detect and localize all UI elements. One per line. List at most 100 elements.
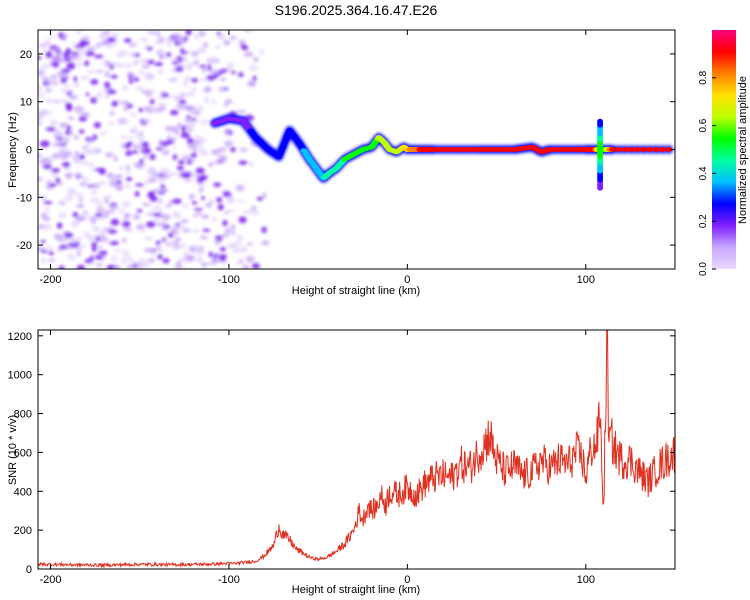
noise-blob	[192, 174, 201, 178]
noise-blob	[135, 131, 141, 135]
noise-blob	[140, 226, 145, 233]
noise-blob	[84, 50, 95, 57]
noise-blob	[189, 194, 194, 201]
noise-blob	[246, 242, 254, 246]
noise-blob	[172, 198, 182, 204]
noise-blob	[176, 64, 185, 68]
snr-y-tick-label: 800	[14, 409, 32, 421]
noise-blob	[81, 111, 91, 118]
noise-blob	[67, 187, 76, 194]
noise-blob	[180, 92, 188, 98]
noise-blob	[160, 184, 166, 190]
noise-blob	[50, 74, 58, 79]
noise-blob	[215, 238, 220, 246]
noise-blob	[64, 194, 74, 202]
noise-blob	[168, 171, 178, 177]
noise-blob	[126, 164, 131, 172]
noise-blob	[94, 168, 105, 172]
noise-blob	[67, 116, 75, 121]
noise-blob	[66, 125, 72, 132]
noise-blob	[99, 180, 107, 185]
noise-blob	[52, 99, 62, 104]
noise-blob	[230, 147, 236, 153]
noise-blob	[91, 245, 97, 252]
noise-blob	[119, 208, 126, 214]
noise-blob	[180, 132, 191, 139]
noise-blob	[131, 126, 138, 134]
noise-blob	[90, 79, 99, 85]
noise-blob	[177, 258, 186, 263]
noise-blob	[38, 112, 47, 116]
noise-blob	[177, 159, 185, 165]
noise-blob	[116, 62, 125, 69]
noise-blob	[193, 33, 199, 40]
noise-blob	[44, 88, 53, 92]
noise-blob	[165, 242, 172, 247]
noise-blob	[96, 263, 103, 267]
noise-blob	[222, 39, 230, 46]
ridge-point	[634, 147, 641, 152]
noise-blob	[193, 213, 198, 218]
noise-blob	[230, 224, 236, 231]
noise-blob	[152, 212, 163, 217]
noise-blob	[111, 32, 119, 39]
noise-blob	[147, 47, 153, 51]
noise-blob	[49, 183, 57, 188]
noise-blob	[178, 171, 183, 179]
noise-blob	[172, 145, 177, 150]
noise-blob	[133, 77, 140, 82]
noise-blob	[236, 234, 244, 242]
noise-blob	[161, 102, 167, 107]
noise-blob	[38, 121, 43, 126]
noise-blob	[155, 147, 164, 151]
noise-blob	[175, 103, 185, 110]
noise-blob	[81, 160, 89, 166]
noise-blob	[99, 233, 106, 237]
noise-blob	[79, 154, 85, 160]
noise-blob	[145, 212, 153, 217]
noise-blob	[58, 212, 67, 218]
noise-blob	[55, 50, 64, 58]
noise-blob	[176, 38, 187, 45]
colorbar-gradient	[712, 30, 736, 269]
noise-blob	[201, 119, 208, 126]
noise-blob	[157, 222, 168, 227]
snr-y-tick-label: 400	[14, 486, 32, 498]
noise-blob	[171, 228, 179, 235]
noise-blob	[38, 85, 43, 93]
colorbar: 0.0 0.2 0.4 0.6 0.8 Normalized spectral ampl…	[698, 30, 749, 276]
spectrogram-noise	[38, 30, 271, 269]
noise-blob	[42, 216, 51, 222]
noise-blob	[111, 254, 117, 262]
noise-blob	[184, 179, 192, 183]
noise-blob	[45, 127, 56, 132]
noise-blob	[226, 196, 232, 204]
noise-blob	[203, 96, 210, 103]
spectrogram-x-tick-label: 0	[404, 274, 410, 286]
noise-blob	[161, 93, 169, 98]
noise-blob	[238, 160, 248, 165]
noise-blob	[86, 140, 91, 147]
noise-blob	[104, 71, 111, 78]
noise-blob	[94, 181, 100, 187]
noise-blob	[224, 140, 233, 148]
noise-blob	[155, 245, 161, 251]
noise-blob	[107, 229, 118, 234]
noise-blob	[157, 177, 165, 184]
noise-blob	[161, 236, 167, 242]
ridge-point	[609, 147, 616, 152]
noise-blob	[71, 157, 80, 161]
noise-blob	[91, 241, 97, 247]
noise-blob	[229, 35, 237, 41]
noise-blob	[57, 200, 67, 205]
noise-blob	[129, 112, 137, 118]
noise-blob	[108, 44, 114, 49]
noise-blob	[201, 214, 209, 220]
noise-blob	[121, 260, 127, 265]
noise-blob	[109, 241, 119, 246]
snr-x-tick-label: 100	[577, 574, 595, 586]
noise-blob	[187, 91, 196, 97]
noise-blob	[126, 264, 136, 269]
noise-blob	[191, 86, 197, 92]
noise-blob	[186, 137, 195, 145]
